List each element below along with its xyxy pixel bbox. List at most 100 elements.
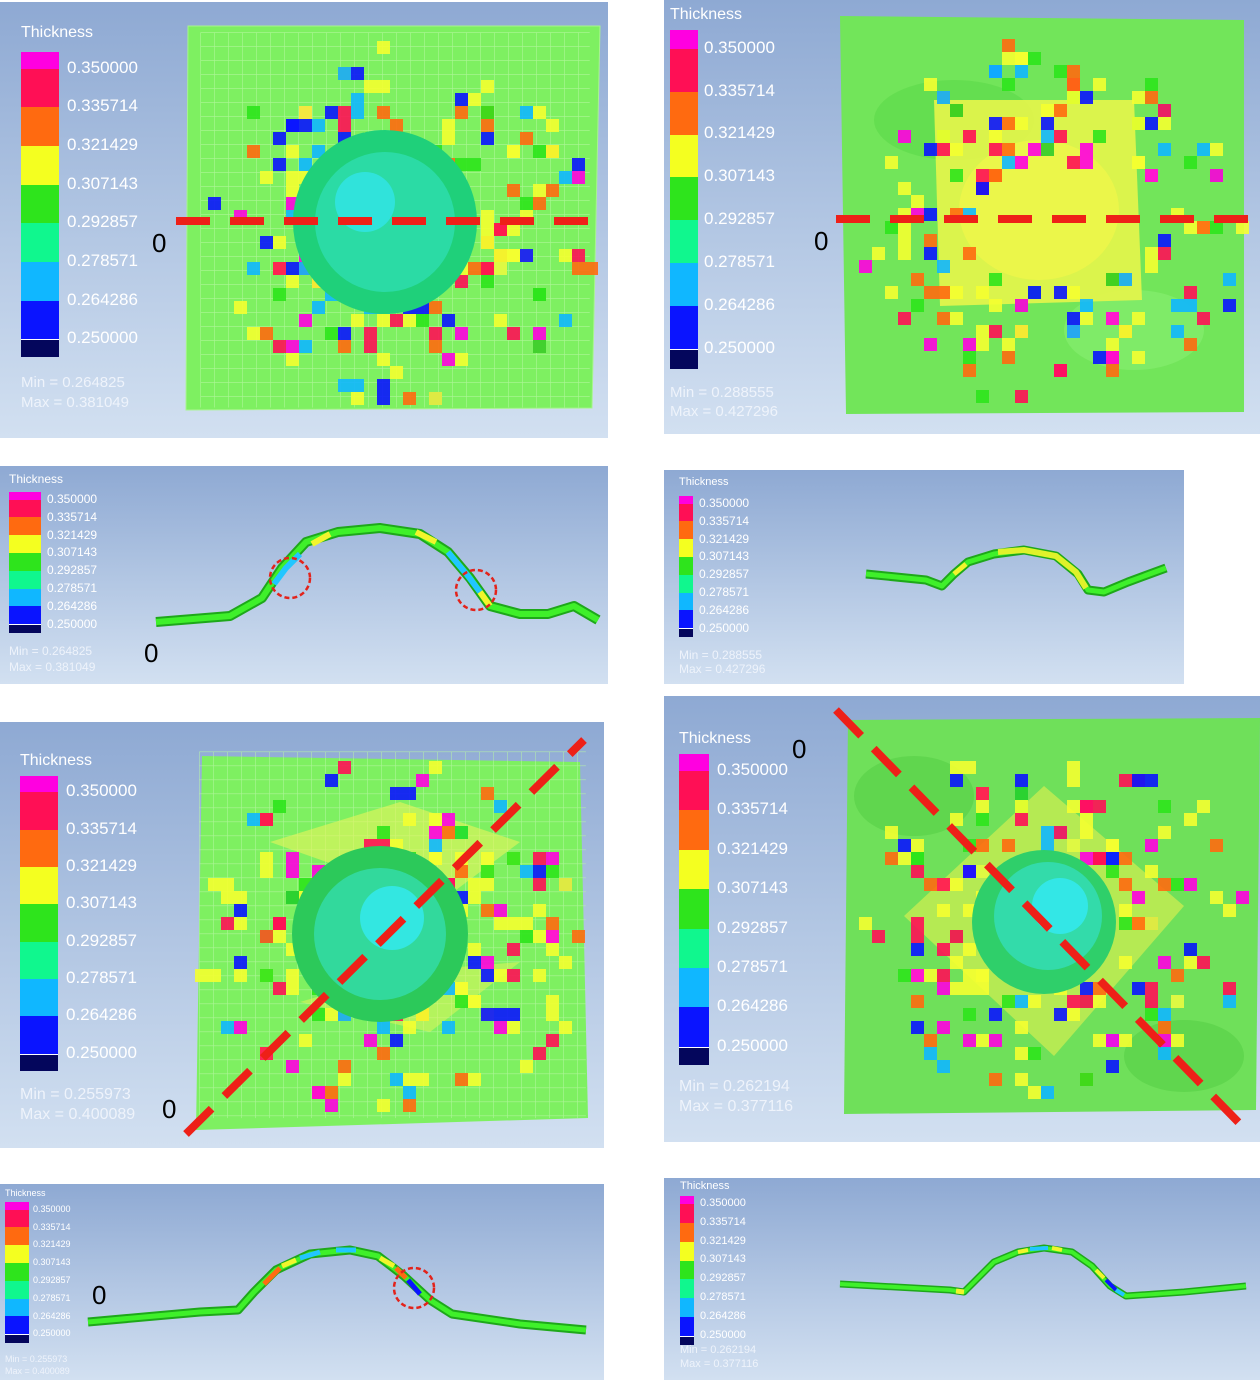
legend-tick-label: 0.321429	[47, 527, 98, 542]
legend-top-right: Thickness Min = 0.288555 Max = 0.427296 …	[670, 6, 830, 426]
legend-tick-label: 0.321429	[66, 855, 137, 875]
legend-tick-label: 0.307143	[33, 1257, 71, 1268]
legend-color-bar	[21, 52, 59, 357]
legend-swatch	[679, 610, 693, 629]
legend-tick-label: 0.250000	[67, 328, 138, 348]
legend-swatch	[679, 557, 693, 575]
legend-swatch	[9, 606, 41, 625]
origin-label: 0	[814, 226, 829, 256]
legend-color-bar	[679, 754, 709, 1065]
legend-tick-label: 0.335714	[66, 818, 137, 838]
legend-top-left: Thickness Min = 0.264825 Max = 0.381049 …	[21, 24, 181, 424]
panel-bottom-left-section: Thickness Min = 0.255973 Max = 0.400089 …	[0, 1184, 604, 1380]
legend-swatch	[670, 349, 698, 369]
legend-swatch	[680, 1241, 694, 1261]
legend-tick-label: 0.264286	[717, 996, 788, 1016]
legend-tick-label: 0.278571	[717, 957, 788, 977]
legend-tick-label: 0.335714	[33, 1221, 71, 1232]
legend-tick-label: 0.292857	[47, 563, 98, 578]
legend-tick-label: 0.350000	[67, 57, 138, 77]
legend-tick-label: 0.278571	[66, 968, 137, 988]
legend-swatch	[20, 1053, 58, 1071]
legend-tick-label: 0.350000	[704, 37, 775, 57]
legend-tick-label: 0.292857	[67, 212, 138, 232]
legend-swatch	[680, 1298, 694, 1317]
legend-tick-label: 0.292857	[700, 1272, 746, 1285]
min-value: Min = 0.262194	[679, 1078, 790, 1095]
legend-tick-label: 0.350000	[700, 1196, 746, 1209]
legend-tick-label: 0.321429	[700, 1234, 746, 1247]
legend-tick-label: 0.350000	[66, 781, 137, 801]
legend-swatch	[21, 107, 59, 146]
section-profile-second-left	[155, 523, 601, 627]
legend-tick-label: 0.264286	[700, 1309, 746, 1322]
legend-tick-label: 0.335714	[699, 513, 750, 528]
panel-second-left-section: Thickness Min = 0.264825 Max = 0.381049 …	[0, 466, 608, 684]
legend-swatch	[670, 134, 698, 178]
legend-swatch	[5, 1263, 29, 1281]
legend-tick-label: 0.321429	[67, 134, 138, 154]
legend-bottom-right: Thickness Min = 0.262194 Max = 0.377116 …	[680, 1180, 790, 1376]
legend-swatch	[679, 574, 693, 593]
min-value: Min = 0.262194	[680, 1344, 757, 1356]
legend-swatch	[21, 300, 59, 340]
panel-top-left-3d: Thickness Min = 0.264825 Max = 0.381049 …	[0, 2, 608, 438]
mesh-plot-third-left	[183, 737, 588, 1137]
legend-swatch	[670, 263, 698, 307]
min-value: Min = 0.288555	[670, 384, 774, 401]
legend-tick-label: 0.335714	[47, 509, 98, 524]
legend-swatch	[21, 223, 59, 262]
legend-swatch	[21, 339, 59, 357]
legend-swatch	[9, 553, 41, 571]
legend-tick-label: 0.350000	[699, 495, 750, 510]
legend-title: Thickness	[21, 24, 94, 41]
legend-swatch	[680, 1317, 694, 1336]
legend-swatch	[5, 1316, 29, 1335]
panel-top-right-3d: Thickness Min = 0.288555 Max = 0.427296 …	[664, 0, 1260, 434]
legend-swatch	[679, 521, 693, 540]
legend-title: Thickness	[670, 6, 743, 23]
legend-swatch	[5, 1280, 29, 1299]
legend-swatch	[680, 1196, 694, 1205]
origin-label: 0	[152, 228, 167, 258]
min-value: Min = 0.288555	[679, 648, 763, 662]
panel-bottom-right-section: Thickness Min = 0.262194 Max = 0.377116 …	[664, 1178, 1260, 1380]
legend-second-right: Thickness Min = 0.288555 Max = 0.427296 …	[679, 476, 799, 682]
min-value: Min = 0.264825	[21, 374, 125, 391]
legend-swatch	[21, 146, 59, 185]
origin-label: 0	[792, 734, 807, 764]
legend-tick-label: 0.250000	[33, 1328, 71, 1339]
legend-color-bar	[9, 492, 41, 633]
legend-tick-label: 0.307143	[699, 549, 750, 564]
legend-second-left: Thickness Min = 0.264825 Max = 0.381049 …	[9, 472, 129, 682]
legend-bottom-left: Thickness Min = 0.255973 Max = 0.400089 …	[5, 1188, 105, 1378]
legend-tick-label: 0.278571	[47, 580, 98, 595]
section-profile-bottom-right	[839, 1244, 1247, 1300]
legend-swatch	[20, 1016, 58, 1054]
legend-swatch	[679, 1046, 709, 1065]
legend-tick-label: 0.250000	[699, 620, 750, 635]
legend-swatch	[5, 1298, 29, 1317]
panel-third-right-3d: Thickness Min = 0.262194 Max = 0.377116 …	[664, 696, 1260, 1142]
max-value: Max = 0.427296	[679, 662, 766, 676]
max-value: Max = 0.381049	[9, 660, 96, 674]
legend-title: Thickness	[5, 1188, 46, 1198]
legend-tick-label: 0.307143	[700, 1253, 746, 1266]
legend-swatch	[679, 503, 693, 522]
legend-swatch	[679, 968, 709, 1008]
origin-label: 0	[144, 638, 159, 668]
legend-swatch	[20, 792, 58, 830]
legend-color-bar	[679, 496, 693, 637]
legend-swatch	[670, 30, 698, 49]
min-value: Min = 0.255973	[20, 1086, 131, 1103]
legend-swatch	[9, 570, 41, 589]
legend-tick-label: 0.350000	[47, 491, 98, 506]
legend-tick-label: 0.335714	[704, 80, 775, 100]
legend-color-bar	[670, 30, 698, 369]
legend-swatch	[679, 810, 709, 850]
min-value: Min = 0.264825	[9, 644, 93, 658]
legend-tick-label: 0.307143	[47, 545, 98, 560]
legend-title: Thickness	[9, 472, 64, 486]
legend-tick-label: 0.264286	[33, 1310, 71, 1321]
legend-tick-label: 0.292857	[66, 930, 137, 950]
